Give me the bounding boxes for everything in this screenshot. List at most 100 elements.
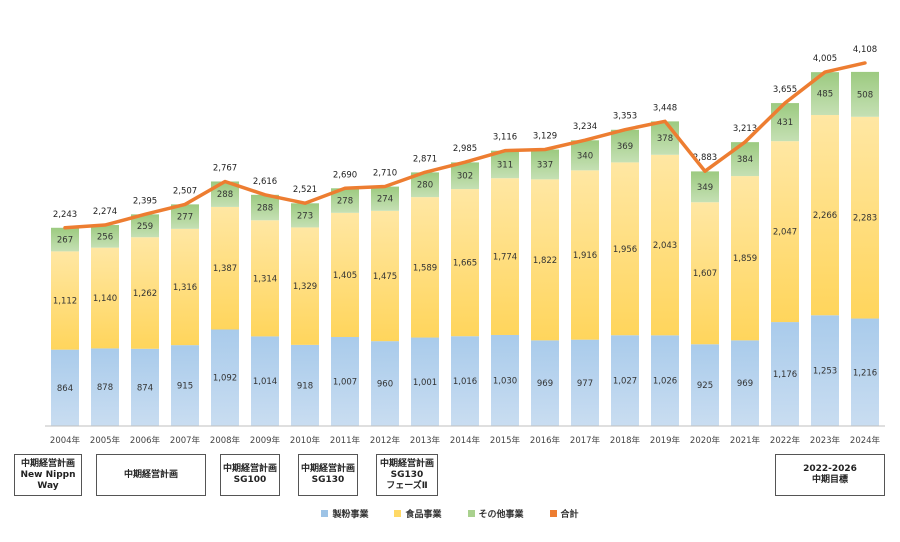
plan-box-2022-2026: 2022-2026 中期目標 — [775, 454, 885, 496]
bar-flour-18 — [771, 322, 799, 426]
label-other-7: 278 — [337, 197, 353, 207]
bar-flour-4 — [211, 329, 239, 426]
label-food-15: 2,043 — [653, 241, 677, 251]
bar-food-14 — [611, 162, 639, 336]
label-total-15: 3,448 — [653, 103, 677, 113]
label-total-0: 2,243 — [53, 210, 77, 220]
bar-food-0 — [51, 251, 79, 350]
x-tick-16: 2020年 — [690, 435, 721, 446]
bar-food-12 — [531, 179, 559, 341]
legend-item-flour: 製粉事業 — [321, 507, 368, 520]
label-food-17: 1,859 — [733, 254, 757, 264]
legend-item-other: その他事業 — [467, 507, 524, 520]
label-other-15: 378 — [657, 134, 673, 144]
x-tick-8: 2012年 — [370, 435, 401, 446]
label-food-8: 1,475 — [373, 272, 397, 282]
legend-label-food: 食品事業 — [405, 510, 442, 520]
label-total-11: 3,116 — [493, 133, 517, 143]
x-tick-12: 2016年 — [530, 435, 561, 446]
label-other-17: 384 — [737, 155, 753, 165]
label-total-18: 3,655 — [773, 85, 797, 95]
x-tick-17: 2021年 — [730, 435, 761, 446]
label-food-16: 1,607 — [693, 269, 717, 279]
bar-other-15 — [651, 121, 679, 155]
bar-flour-2 — [131, 348, 159, 426]
label-total-8: 2,710 — [373, 169, 397, 179]
legend-swatch-other — [467, 510, 475, 517]
x-tick-10: 2014年 — [450, 435, 481, 446]
bar-other-5 — [251, 194, 279, 221]
legend-swatch-food — [394, 510, 402, 517]
plan-box-sg130: 中期経営計画 SG130 — [298, 454, 358, 496]
legend-swatch-total — [549, 510, 557, 517]
bar-food-17 — [731, 176, 759, 341]
bar-flour-7 — [331, 337, 359, 426]
label-total-3: 2,507 — [173, 186, 197, 196]
bar-food-18 — [771, 141, 799, 323]
label-total-16: 2,883 — [693, 153, 717, 163]
label-other-1: 256 — [97, 232, 113, 242]
label-food-6: 1,329 — [293, 282, 317, 292]
bar-flour-9 — [411, 337, 439, 426]
label-other-9: 280 — [417, 181, 433, 191]
legend: 製粉事業 食品事業 その他事業 合計 — [0, 507, 900, 520]
legend-swatch-flour — [321, 510, 329, 517]
label-total-7: 2,690 — [333, 170, 357, 180]
bar-other-18 — [771, 103, 799, 142]
label-other-18: 431 — [777, 118, 793, 128]
data-labels-layer: 864 1,112 267 2,243 878 1,140 256 2,274 874 1,262… — [53, 45, 877, 394]
label-flour-2: 874 — [137, 383, 153, 393]
bar-flour-14 — [611, 335, 639, 426]
label-flour-20: 1,216 — [853, 368, 877, 378]
label-flour-12: 969 — [537, 379, 553, 389]
bar-flour-10 — [451, 336, 479, 426]
plan-box-sg130-phase2: 中期経営計画 SG130 フェーズⅡ — [376, 454, 438, 496]
bar-flour-13 — [571, 339, 599, 426]
label-flour-15: 1,026 — [653, 377, 677, 387]
x-tick-20: 2024年 — [850, 435, 881, 446]
label-total-2: 2,395 — [133, 196, 157, 206]
label-total-14: 3,353 — [613, 112, 637, 122]
label-total-5: 2,616 — [253, 177, 277, 187]
bar-food-19 — [811, 115, 839, 316]
label-flour-16: 925 — [697, 381, 713, 391]
label-flour-0: 864 — [57, 384, 73, 394]
label-other-14: 369 — [617, 142, 633, 152]
label-flour-14: 1,027 — [613, 377, 637, 387]
label-other-11: 311 — [497, 160, 513, 170]
bar-food-9 — [411, 197, 439, 338]
x-tick-7: 2011年 — [330, 435, 361, 446]
legend-label-total: 合計 — [560, 510, 579, 520]
bar-other-11 — [491, 150, 519, 179]
bar-flour-17 — [731, 340, 759, 426]
label-total-19: 4,005 — [813, 54, 837, 64]
label-flour-18: 1,176 — [773, 370, 797, 380]
x-tick-6: 2010年 — [290, 435, 321, 446]
bar-food-3 — [171, 228, 199, 346]
label-total-4: 2,767 — [213, 163, 237, 173]
label-flour-4: 1,092 — [213, 374, 237, 384]
x-tick-19: 2023年 — [810, 435, 841, 446]
label-total-10: 2,985 — [453, 144, 477, 154]
bar-food-20 — [851, 116, 879, 319]
bar-flour-19 — [811, 315, 839, 426]
bar-flour-12 — [531, 340, 559, 426]
label-other-19: 485 — [817, 90, 833, 100]
label-other-5: 288 — [257, 204, 273, 214]
x-tick-2: 2006年 — [130, 435, 161, 446]
label-flour-6: 918 — [297, 381, 313, 391]
bar-flour-6 — [291, 344, 319, 426]
bar-flour-5 — [251, 336, 279, 426]
bar-food-16 — [691, 202, 719, 345]
bar-other-0 — [51, 227, 79, 252]
label-other-13: 340 — [577, 151, 593, 161]
label-total-1: 2,274 — [93, 207, 117, 217]
label-food-9: 1,589 — [413, 263, 437, 273]
label-total-12: 3,129 — [533, 131, 557, 141]
label-flour-17: 969 — [737, 379, 753, 389]
bar-food-2 — [131, 237, 159, 349]
bar-other-20 — [851, 71, 879, 117]
bar-food-7 — [331, 212, 359, 338]
label-flour-1: 878 — [97, 383, 113, 393]
